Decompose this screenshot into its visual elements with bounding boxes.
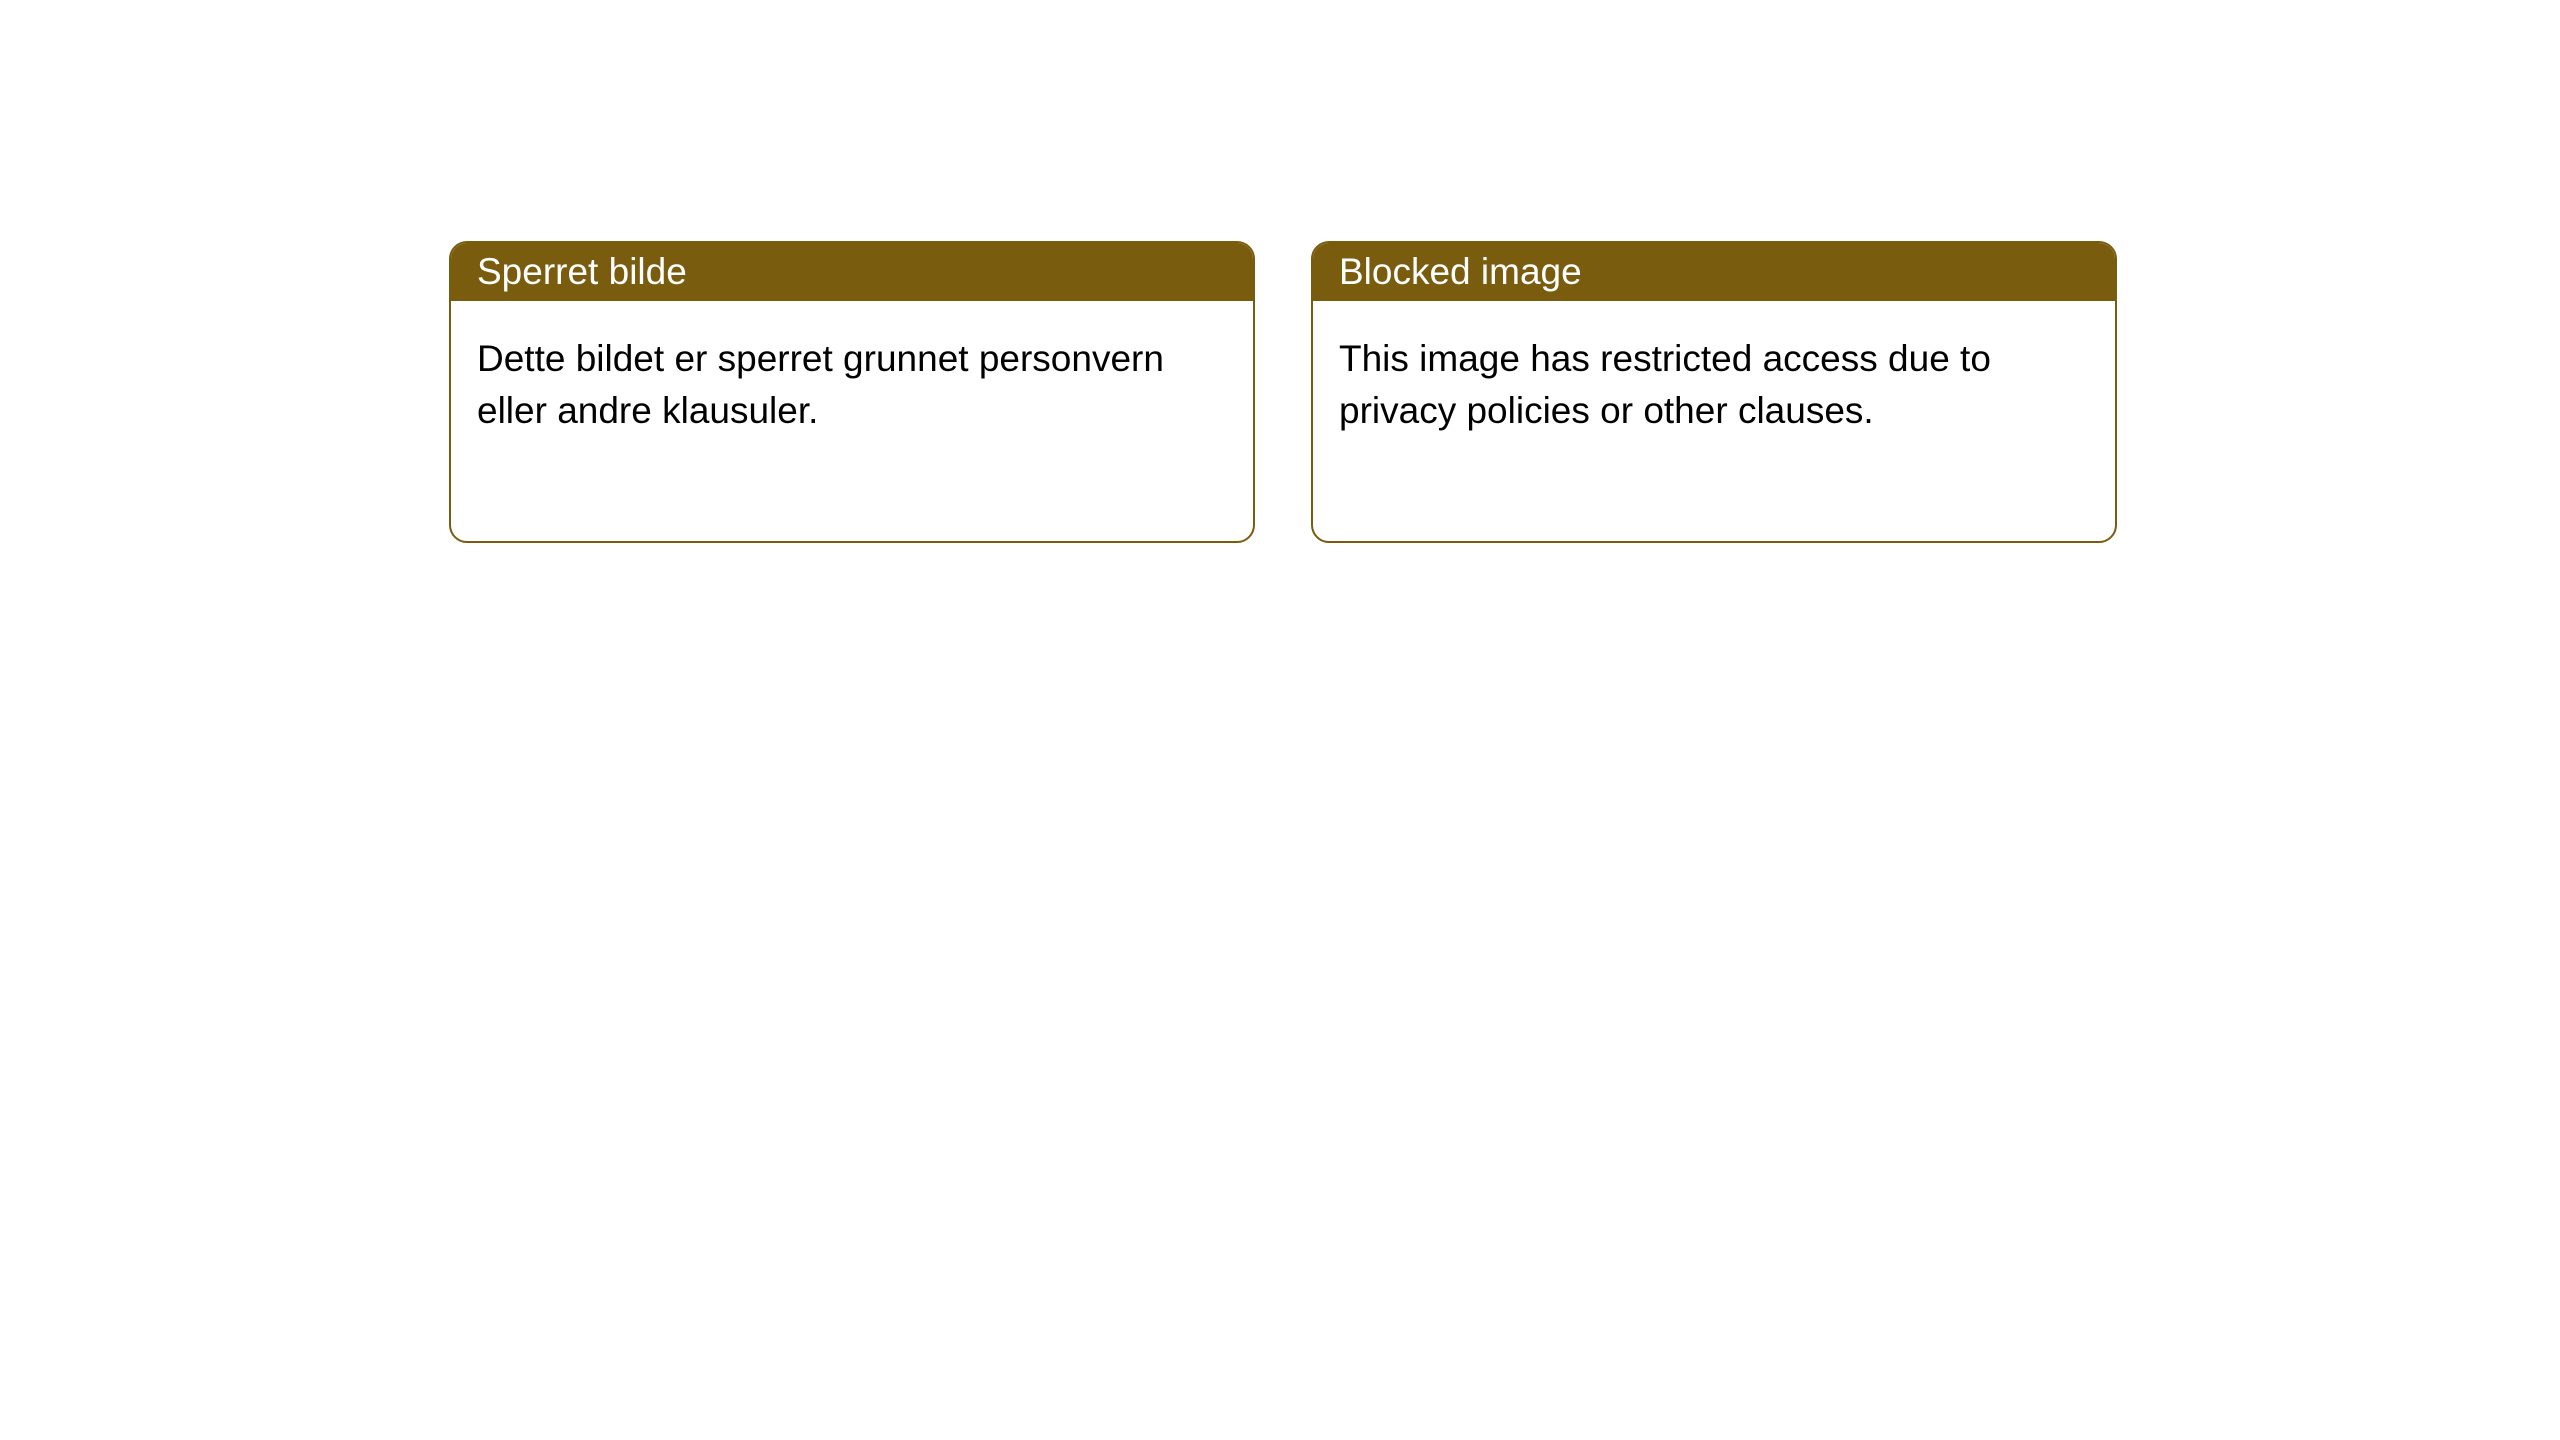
notice-box-norwegian: Sperret bilde Dette bildet er sperret gr… <box>449 241 1255 543</box>
notice-body-norwegian: Dette bildet er sperret grunnet personve… <box>451 301 1253 541</box>
notice-header-norwegian: Sperret bilde <box>451 243 1253 301</box>
notice-box-english: Blocked image This image has restricted … <box>1311 241 2117 543</box>
notice-header-english: Blocked image <box>1313 243 2115 301</box>
notice-title-english: Blocked image <box>1339 251 1582 292</box>
notice-container: Sperret bilde Dette bildet er sperret gr… <box>0 0 2560 543</box>
notice-title-norwegian: Sperret bilde <box>477 251 687 292</box>
notice-body-english: This image has restricted access due to … <box>1313 301 2115 541</box>
notice-text-english: This image has restricted access due to … <box>1339 333 2089 437</box>
notice-text-norwegian: Dette bildet er sperret grunnet personve… <box>477 333 1227 437</box>
